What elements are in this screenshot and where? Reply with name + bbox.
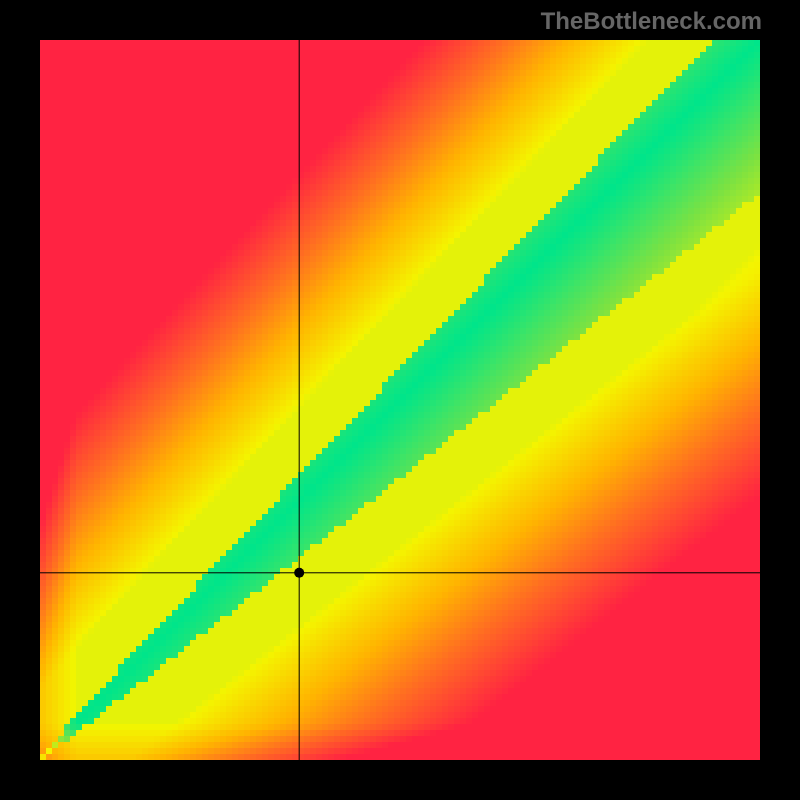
bottleneck-heatmap — [0, 0, 800, 800]
watermark-text: TheBottleneck.com — [541, 8, 762, 36]
